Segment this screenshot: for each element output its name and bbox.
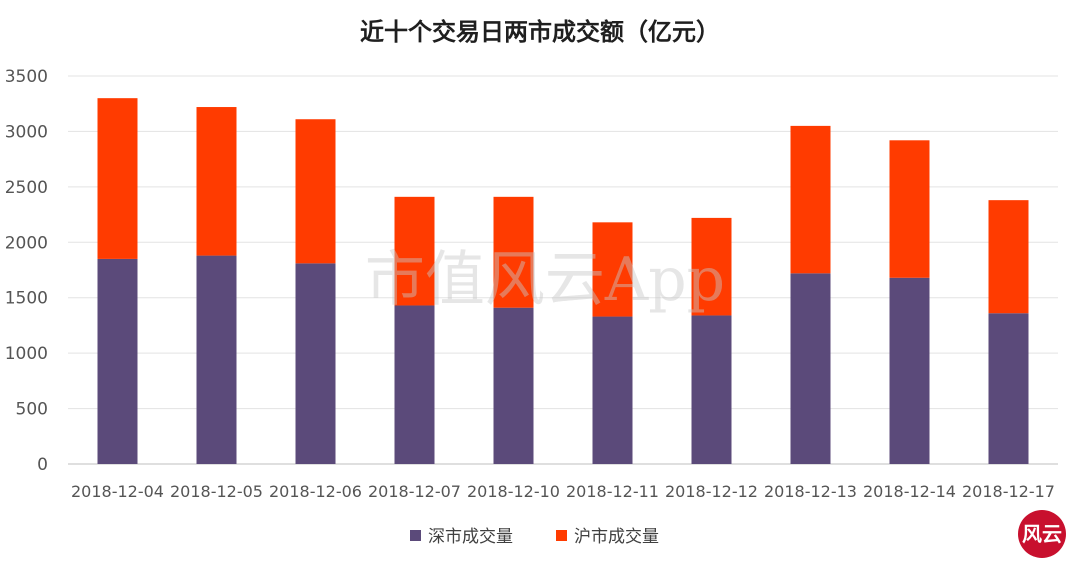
legend-swatch [556, 530, 567, 541]
bar-shenzhen [394, 305, 435, 464]
x-tick-label: 2018-12-04 [71, 482, 164, 501]
bar-shanghai [592, 222, 633, 317]
legend-label: 深市成交量 [428, 527, 513, 547]
bar-shanghai [889, 140, 930, 278]
brand-badge: 风云 [1018, 510, 1066, 558]
brand-badge-text: 风云 [1022, 522, 1062, 546]
x-tick-label: 2018-12-11 [566, 482, 659, 501]
bars [97, 98, 1029, 464]
brand-badge-circle [1018, 510, 1066, 558]
bar-shenzhen [790, 273, 831, 464]
y-tick-label: 500 [16, 400, 48, 420]
legend-label: 沪市成交量 [574, 527, 659, 547]
bar-shenzhen [889, 277, 930, 464]
chart-title: 近十个交易日两市成交额（亿元） [360, 17, 720, 46]
bar-shenzhen [988, 313, 1029, 464]
y-tick-label: 1000 [5, 344, 48, 364]
bar-shanghai [988, 200, 1029, 314]
bar-shenzhen [493, 307, 534, 464]
bar-shenzhen [295, 263, 336, 464]
x-tick-label: 2018-12-14 [863, 482, 956, 501]
bar-shanghai [394, 196, 435, 306]
x-tick-label: 2018-12-12 [665, 482, 758, 501]
bar-shanghai [196, 107, 237, 256]
bar-shenzhen [691, 315, 732, 464]
legend: 深市成交量 沪市成交量 [410, 527, 659, 547]
y-axis: 0 500 1000 1500 2000 2500 3000 3500 [5, 67, 48, 475]
x-tick-label: 2018-12-13 [764, 482, 857, 501]
y-tick-label: 0 [37, 455, 48, 475]
bar-shanghai [295, 119, 336, 264]
y-tick-label: 2500 [5, 178, 48, 198]
legend-swatch [410, 530, 421, 541]
y-tick-label: 1500 [5, 289, 48, 309]
y-tick-label: 2000 [5, 233, 48, 253]
y-tick-label: 3500 [5, 67, 48, 87]
x-tick-label: 2018-12-10 [467, 482, 560, 501]
x-tick-label: 2018-12-05 [170, 482, 263, 501]
bar-shenzhen [196, 255, 237, 464]
x-tick-label: 2018-12-06 [269, 482, 362, 501]
bar-shanghai [691, 217, 732, 316]
x-tick-label: 2018-12-07 [368, 482, 461, 501]
x-axis: 2018-12-04 2018-12-05 2018-12-06 2018-12-07… [71, 482, 1055, 501]
bar-shanghai [493, 196, 534, 308]
bar-shenzhen [97, 258, 138, 464]
bar-shenzhen [592, 316, 633, 464]
watermark-text: 市值风云App [365, 245, 725, 315]
bar-shanghai [790, 125, 831, 274]
y-tick-label: 3000 [5, 122, 48, 142]
bar-shanghai [97, 98, 138, 259]
x-tick-label: 2018-12-17 [962, 482, 1055, 501]
